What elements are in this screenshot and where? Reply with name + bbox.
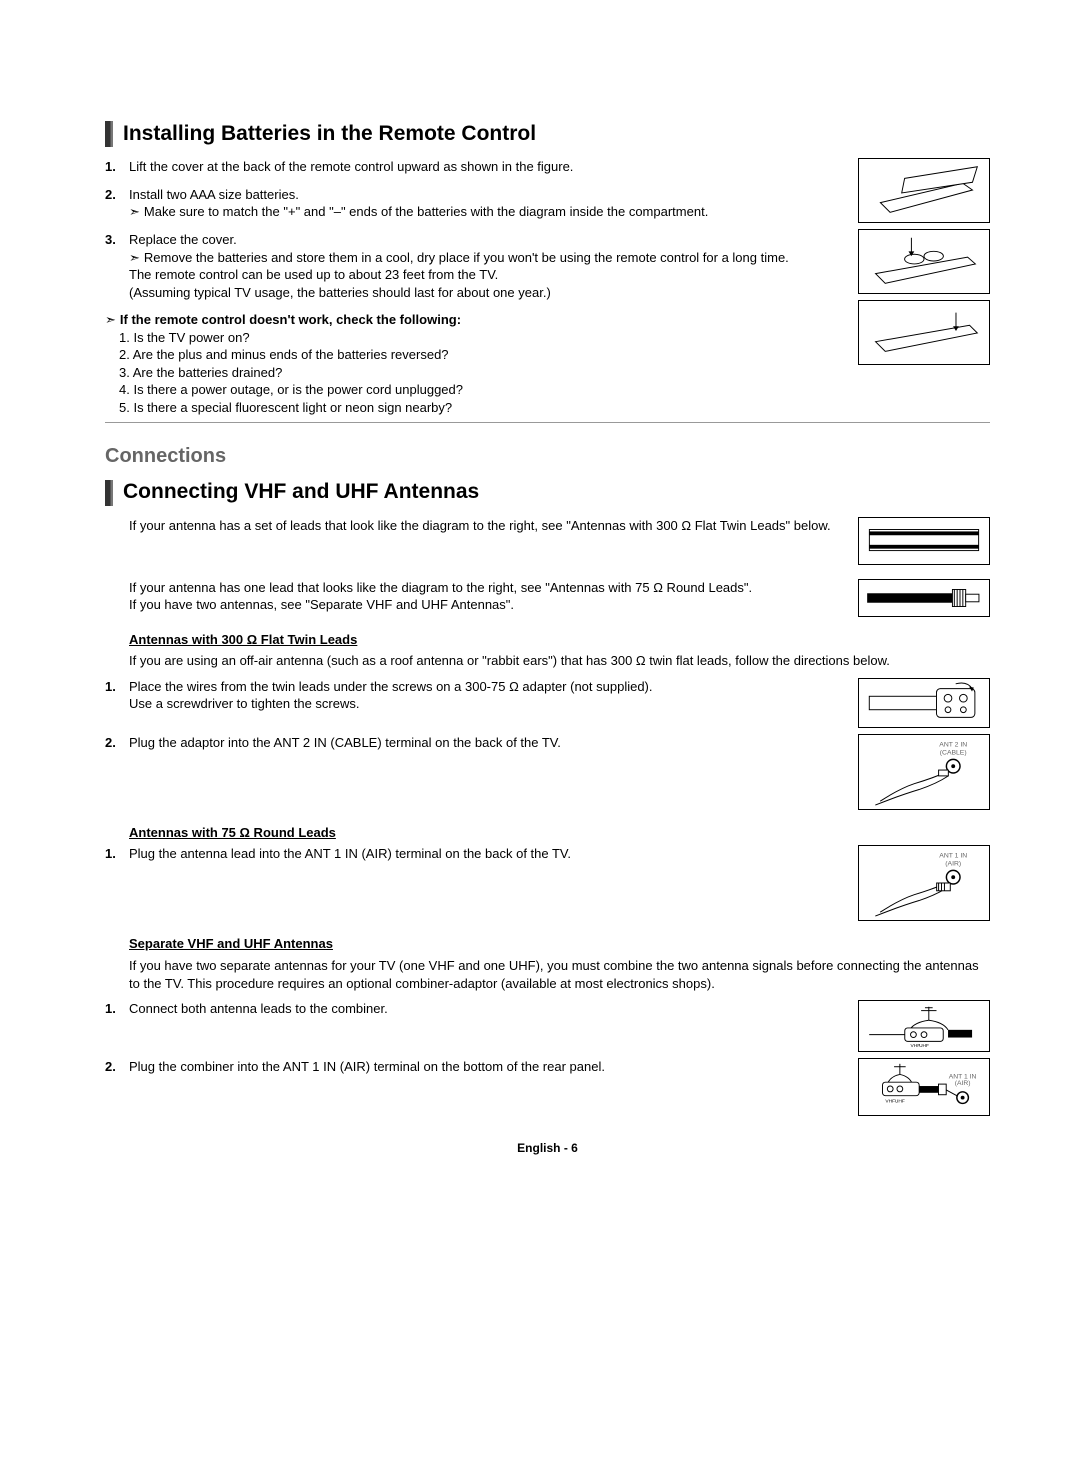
svg-text:(CABLE): (CABLE) [940,749,967,756]
step-extra: (Assuming typical TV usage, the batterie… [129,284,846,302]
sub-intro: If you have two separate antennas for yo… [105,957,990,992]
section-title-antennas: Connecting VHF and UHF Antennas [105,478,990,506]
list-item: 2. Plug the adaptor into the ANT 2 IN (C… [129,734,846,752]
title-text: Installing Batteries in the Remote Contr… [123,120,536,148]
step-number: 2. [105,1058,116,1076]
batteries-steps: 1. Lift the cover at the back of the rem… [105,158,846,301]
figure-combiner-plug: UHFVHFANT 1 IN(AIR) [858,1058,990,1116]
sub1-step1-row: 1. Place the wires from the twin leads u… [105,678,990,728]
sub-heading-separate: Separate VHF and UHF Antennas [105,935,990,953]
svg-text:VHF: VHF [911,1043,921,1049]
sub-heading-75ohm: Antennas with 75 Ω Round Leads [105,824,990,842]
figure-column [858,158,990,416]
step-text: Replace the cover. [129,232,237,247]
page-footer: English - 6 [105,1140,990,1156]
sub1-step2-row: 2. Plug the adaptor into the ANT 2 IN (C… [105,734,990,810]
check-item: 4. Is there a power outage, or is the po… [119,381,846,399]
antenna-intro-row2: If your antenna has one lead that looks … [105,579,990,617]
check-item: 5. Is there a special fluorescent light … [119,399,846,417]
figure-adapter [858,678,990,728]
arrow-icon: ➣ [129,250,144,265]
antenna-intro-row1: If your antenna has a set of leads that … [105,517,990,565]
step-note: ➣Make sure to match the "+" and "–" ends… [129,203,846,221]
check-item: 1. Is the TV power on? [119,329,846,347]
svg-text:ANT 2 IN: ANT 2 IN [939,742,967,749]
check-title: If the remote control doesn't work, chec… [120,312,461,327]
sub3-step2-row: 2. Plug the combiner into the ANT 1 IN (… [105,1058,990,1116]
arrow-icon: ➣ [105,312,120,327]
figure-twin-lead [858,517,990,565]
step-text: Lift the cover at the back of the remote… [129,159,573,174]
list-item: 1. Place the wires from the twin leads u… [129,678,846,713]
step-number: 1. [105,845,116,863]
svg-text:UHF: UHF [895,1099,905,1105]
list-item: 1. Plug the antenna lead into the ANT 1 … [129,845,846,863]
check-item: 2. Are the plus and minus ends of the ba… [119,346,846,364]
figure-ant1-plug: ANT 1 IN(AIR) [858,845,990,921]
figure-remote-closed [858,300,990,365]
batteries-content: 1. Lift the cover at the back of the rem… [105,158,990,416]
arrow-icon: ➣ [129,204,144,219]
step-extra: The remote control can be used up to abo… [129,266,846,284]
figure-combiner: UHFVHF [858,1000,990,1052]
step-number: 2. [105,734,116,752]
intro-text: If you have two antennas, see "Separate … [129,596,846,614]
list-item: 3. Replace the cover. ➣Remove the batter… [129,231,846,301]
step-text: Place the wires from the twin leads unde… [129,679,653,694]
title-bar-icon [105,121,113,147]
section-title-batteries: Installing Batteries in the Remote Contr… [105,120,990,148]
sub-intro: If you are using an off-air antenna (suc… [105,652,990,670]
list-item: 1. Connect both antenna leads to the com… [129,1000,846,1018]
troubleshoot-block: ➣If the remote control doesn't work, che… [105,311,846,416]
check-item: 3. Are the batteries drained? [119,364,846,382]
svg-text:ANT 1 IN: ANT 1 IN [939,853,967,860]
step-text: Connect both antenna leads to the combin… [129,1001,388,1016]
chapter-title: Connections [105,443,990,470]
step-number: 3. [105,231,116,249]
title-text: Connecting VHF and UHF Antennas [123,478,479,506]
step-number: 2. [105,186,116,204]
svg-text:UHF: UHF [919,1043,929,1049]
svg-text:(AIR): (AIR) [945,861,961,868]
figure-ant2-plug: ANT 2 IN(CABLE) [858,734,990,810]
intro-text: If your antenna has a set of leads that … [129,517,846,535]
step-text: Plug the antenna lead into the ANT 1 IN … [129,846,571,861]
list-item: 2. Plug the combiner into the ANT 1 IN (… [129,1058,846,1076]
figure-round-lead [858,579,990,617]
sub2-step1-row: 1. Plug the antenna lead into the ANT 1 … [105,845,990,921]
list-item: 1. Lift the cover at the back of the rem… [129,158,846,176]
list-item: 2. Install two AAA size batteries. ➣Make… [129,186,846,221]
sub3-step1-row: 1. Connect both antenna leads to the com… [105,1000,990,1052]
figure-remote-open [858,158,990,223]
step-text: Plug the adaptor into the ANT 2 IN (CABL… [129,735,561,750]
title-bar-icon [105,480,113,506]
figure-remote-batteries [858,229,990,294]
step-text: Install two AAA size batteries. [129,187,299,202]
step-number: 1. [105,1000,116,1018]
svg-text:VHF: VHF [885,1099,895,1105]
step-note: ➣Remove the batteries and store them in … [129,249,846,267]
svg-text:(AIR): (AIR) [955,1080,971,1087]
step-number: 1. [105,158,116,176]
divider [105,422,990,423]
step-text: Use a screwdriver to tighten the screws. [129,695,846,713]
intro-text: If your antenna has one lead that looks … [129,579,846,597]
step-number: 1. [105,678,116,696]
sub-heading-300ohm: Antennas with 300 Ω Flat Twin Leads [105,631,990,649]
step-text: Plug the combiner into the ANT 1 IN (AIR… [129,1059,605,1074]
